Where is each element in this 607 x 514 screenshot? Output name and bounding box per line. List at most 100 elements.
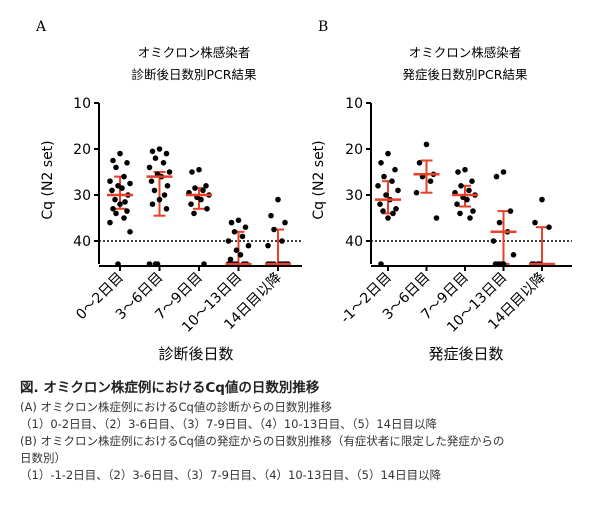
chart-b-title-line2: 発症後日数別PCR結果 <box>403 67 528 82</box>
chart-a-data-point <box>231 229 238 235</box>
chart-a-data-point <box>113 164 119 171</box>
chart-a-data-point <box>204 206 210 212</box>
chart-b-y-axis-label: Cq (N2 set) <box>311 140 327 219</box>
chart-a-data-point <box>271 226 277 233</box>
panel-letter-a: A <box>35 19 47 35</box>
chart-b-data-point <box>510 252 517 258</box>
chart-a-data-point <box>124 208 130 214</box>
chart-a-data-point <box>160 160 167 166</box>
chart-panel-b: B オミクロン株感染者 発症後日数別PCR結果 Cq (N2 set) 発症後日… <box>311 19 572 363</box>
chart-b-data-point <box>413 189 420 196</box>
chart-b-title-line1: オミクロン株感染者 <box>409 45 522 60</box>
chart-a-data-point <box>110 157 116 164</box>
chart-a-data-point <box>117 201 123 207</box>
panel-letter-b: B <box>318 19 328 35</box>
chart-a-data-point <box>127 229 133 235</box>
caption-title: 図. オミクロン株症例におけるCq値の日数別推移 <box>20 380 320 396</box>
chart-a-data-point <box>110 206 116 212</box>
chart-b-data-point <box>458 183 464 189</box>
chart-b-y-tick-label: 10 <box>345 96 363 112</box>
chart-a-data-point <box>227 256 234 263</box>
chart-a-title-line2: 診断後日数別PCR結果 <box>132 67 257 82</box>
chart-a-data-point <box>196 166 202 173</box>
chart-a-data-point <box>109 187 115 194</box>
chart-b-x-axis-label: 発症後日数 <box>428 345 503 363</box>
chart-a-data-point <box>149 148 156 155</box>
chart-b-data-point <box>395 187 401 194</box>
chart-a-y-tick-label: 30 <box>73 188 91 204</box>
caption-line: (A) オミクロン株症例におけるCq値の診断からの日数別推移 <box>20 400 332 414</box>
chart-b-data-point <box>493 173 500 180</box>
chart-a-data-point <box>189 169 195 175</box>
chart-a-data-point <box>225 238 232 244</box>
chart-a-data-point <box>188 201 194 207</box>
chart-b-data-point <box>385 215 391 221</box>
chart-b-data-point <box>385 150 391 157</box>
chart-b-data-point <box>470 208 476 214</box>
chart-a-data-point <box>163 206 170 212</box>
chart-a-data-point <box>166 169 173 175</box>
chart-b-data-point <box>423 141 430 148</box>
chart-a-data-point <box>191 210 197 217</box>
chart-a-data-point <box>192 185 198 191</box>
figure-caption: 図. オミクロン株症例におけるCq値の日数別推移 (A) オミクロン株症例におけ… <box>20 376 600 484</box>
chart-b-data-point <box>532 219 538 226</box>
chart-a-data-point <box>279 238 285 244</box>
chart-a-data-point <box>237 252 244 258</box>
chart-b-y-tick-label: 30 <box>345 188 363 204</box>
chart-a-data-point <box>112 196 118 203</box>
chart-b-data-point <box>490 238 497 244</box>
chart-a-data-point <box>117 150 123 157</box>
chart-a-data-point <box>127 180 133 187</box>
chart-b-data-point <box>389 178 395 184</box>
chart-b-data-point <box>392 166 398 173</box>
chart-a-data-point <box>239 233 246 240</box>
chart-b-data-point <box>469 178 475 184</box>
chart-b-data-point <box>457 210 463 217</box>
chart-a-title-line1: オミクロン株感染者 <box>138 45 251 60</box>
chart-a-data-point <box>242 224 249 230</box>
chart-b-y-tick-label: 40 <box>345 234 363 250</box>
chart-b-data-point <box>433 215 440 221</box>
chart-b-data-point <box>427 178 434 184</box>
chart-b-data-point <box>381 173 387 180</box>
chart-b-data-point <box>455 169 461 175</box>
caption-line: 日数別） <box>20 451 66 465</box>
chart-a-data-point <box>164 183 171 189</box>
chart-b-data-point <box>464 196 470 203</box>
chart-a-data-point <box>163 150 170 157</box>
chart-b-data-point <box>383 192 389 198</box>
chart-b-data-point <box>546 224 552 230</box>
chart-a-data-point <box>265 242 271 249</box>
chart-a-data-point <box>198 196 204 203</box>
chart-a-data-point <box>233 247 240 253</box>
chart-panel-a: A オミクロン株感染者 診断後日数別PCR結果 Cq (N2 set) 診断後日… <box>35 19 302 363</box>
figure-canvas: A オミクロン株感染者 診断後日数別PCR結果 Cq (N2 set) 診断後日… <box>35 19 572 363</box>
chart-a-data-point <box>151 187 158 194</box>
chart-a-y-tick-label: 40 <box>73 234 91 250</box>
chart-b-data-point <box>462 166 468 173</box>
chart-a-data-point <box>149 201 156 207</box>
chart-b-data-point <box>507 208 514 214</box>
chart-a-data-point <box>228 219 235 226</box>
chart-b-data-point <box>467 215 473 221</box>
chart-a-data-point <box>200 187 206 194</box>
chart-a-data-point <box>275 196 281 203</box>
chart-a-data-point <box>107 219 113 226</box>
chart-b-y-tick-label: 20 <box>345 142 363 158</box>
chart-b-data-point <box>377 201 383 207</box>
chart-a-data-point <box>152 155 159 161</box>
chart-b-data-point <box>466 187 472 194</box>
chart-a-data-point <box>156 196 163 203</box>
chart-a-y-tick-label: 10 <box>73 96 91 112</box>
chart-b-data-point <box>416 160 423 166</box>
chart-a-data-point <box>121 173 127 180</box>
chart-b-data-point <box>378 160 384 166</box>
chart-a-data-point <box>119 185 125 191</box>
chart-a-data-point <box>124 160 130 166</box>
caption-line: （1）0-2日目、（2）3-6日目、（3）7-9日目、（4）10-13日目、（5… <box>20 417 437 431</box>
chart-a-data-point <box>146 164 153 171</box>
chart-b-data-point <box>454 201 460 207</box>
chart-a-data-point <box>122 199 128 205</box>
chart-b-data-point <box>375 183 381 189</box>
